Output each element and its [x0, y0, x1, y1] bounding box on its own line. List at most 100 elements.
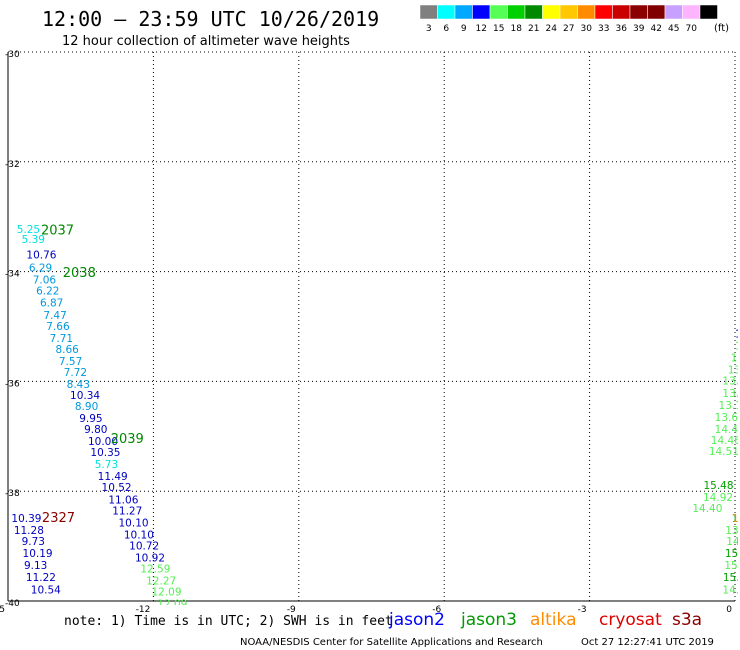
- satellite-legend-item: jason3: [460, 610, 517, 630]
- chart-title: 12:00 – 23:59 UTC 10/26/2019: [42, 7, 379, 31]
- y-tick-label: -38: [5, 489, 20, 499]
- x-tick-label: 0: [726, 605, 732, 615]
- swh-value-label: 8.90: [75, 401, 98, 413]
- x-tick-label: -12: [136, 605, 151, 615]
- swh-value-label: 6.29: [29, 263, 52, 275]
- scale-tick-label: 42: [651, 24, 662, 34]
- scale-tick-label: 33: [598, 24, 609, 34]
- scale-tick-label: 15: [493, 24, 504, 34]
- swh-value-label: 9.73: [22, 536, 45, 548]
- scale-tick-label: 3: [426, 24, 432, 34]
- swh-value-label: 10.92: [135, 552, 165, 564]
- swh-value-label: 10.72: [129, 540, 159, 552]
- scale-swatch: [647, 4, 666, 20]
- swh-value-label: 10.00: [88, 436, 118, 448]
- swh-value-label: 9.80: [84, 424, 107, 436]
- color-scale-legend: 3 6 9 12 15 18 21 24 27 30 33 36 39 42 45 70: [419, 4, 718, 34]
- swh-value-label-clipped: 12: [731, 353, 740, 365]
- swh-value-label: 11.27: [112, 505, 142, 517]
- swh-value-label: 12.09: [151, 587, 181, 599]
- swh-value-label: 12.59: [140, 563, 170, 575]
- swh-value-label: 10.10: [124, 529, 154, 541]
- swh-value-label: 9.95: [79, 413, 102, 425]
- swh-value-label: 10.19: [23, 548, 53, 560]
- swh-value-label: 10.10: [119, 517, 149, 529]
- scale-tick-label: 24: [546, 24, 558, 34]
- swh-value-label: 11.06: [108, 494, 138, 506]
- y-tick-label: -36: [5, 379, 20, 389]
- scale-swatch: [577, 4, 596, 20]
- swh-value-label: 13.85: [725, 525, 740, 537]
- pass-time-label: 2037: [41, 223, 74, 238]
- scale-tick-label: 21: [528, 24, 539, 34]
- x-tick-label: -9: [287, 605, 296, 615]
- swh-value-label: 7.47: [43, 310, 66, 322]
- scale-tick-label: 36: [616, 24, 628, 34]
- swh-value-label: 7.06: [33, 275, 57, 287]
- swh-value-label: 10.39: [11, 513, 41, 525]
- swh-value-label: 8.66: [55, 344, 79, 356]
- swh-value-label-clipped: 1: [735, 341, 740, 353]
- swh-value-label: 6.87: [40, 298, 63, 310]
- swh-value-label: 15.48: [703, 480, 733, 492]
- swh-value-label-clipped: 17: [732, 513, 740, 525]
- scale-swatch: [437, 4, 456, 20]
- swh-value-label: 14.39: [726, 536, 740, 548]
- scale-swatch: [682, 4, 701, 20]
- swh-value-label-clipped: 13.68: [715, 412, 740, 424]
- x-tick-label: -15: [0, 605, 5, 615]
- scale-tick-label: 27: [563, 24, 574, 34]
- pass-time-label: 2327: [42, 511, 75, 526]
- swh-value-label: 14.40: [692, 503, 722, 515]
- scale-tick-label: 12: [476, 24, 487, 34]
- data-labels: 5.255.3910.766.297.066.226.877.477.667.7…: [11, 223, 740, 605]
- swh-value-label: 9.13: [24, 560, 47, 572]
- swh-value-label: 7.71: [50, 333, 73, 345]
- swh-value-label: 15.04: [732, 513, 740, 525]
- swh-value-label: 11.22: [26, 572, 56, 584]
- swh-value-label: 6.22: [36, 286, 59, 298]
- x-tick-label: -3: [578, 605, 587, 615]
- swh-value-label: 15.18: [723, 572, 740, 584]
- satellite-legend-item: jason2: [388, 610, 445, 630]
- swh-value-label-clipped: 14.51: [709, 446, 739, 458]
- swh-value-label: 8.43: [67, 379, 90, 391]
- scale-swatch: [699, 4, 718, 20]
- y-tick-label: -34: [5, 270, 20, 280]
- satellite-legend-item: cryosat: [599, 610, 662, 630]
- swh-value-label-clipped: 13.: [722, 376, 739, 388]
- scale-swatch: [472, 4, 491, 20]
- swh-value-label: 15.31: [725, 548, 740, 560]
- scale-swatch: [612, 4, 631, 20]
- scale-tick-label: 45: [668, 24, 679, 34]
- swh-value-label-clipped: 13.0: [722, 388, 740, 400]
- footer-timestamp: Oct 27 12:27:41 UTC 2019: [581, 637, 714, 648]
- swh-value-label-clipped: 13: [728, 365, 740, 377]
- swh-value-label: 7.72: [64, 367, 87, 379]
- swh-value-label: 12.27: [146, 576, 176, 588]
- chart-subtitle: 12 hour collection of altimeter wave hei…: [62, 34, 350, 49]
- scale-swatch: [664, 4, 683, 20]
- swh-value-label: 14.92: [703, 492, 733, 504]
- scale-swatch: [629, 4, 648, 20]
- scale-tick-label: 9: [461, 24, 467, 34]
- swh-value-label-clipped: 14.46: [711, 435, 740, 447]
- swh-value-label: 10.52: [102, 482, 132, 494]
- scale-swatch: [489, 4, 508, 20]
- legend-note: note: 1) Time is in UTC; 2) SWH is in fe…: [64, 614, 393, 629]
- satellite-legend-item: altika: [530, 610, 577, 630]
- scale-tick-label: 30: [581, 24, 593, 34]
- swh-value-label-clipped: 13.16: [719, 400, 740, 412]
- scale-tick-label: 18: [511, 24, 523, 34]
- y-tick-label: -32: [5, 160, 20, 170]
- swh-value-label: 10.35: [90, 447, 120, 459]
- swh-value-label: 10.54: [31, 584, 61, 596]
- scale-swatch: [507, 4, 526, 20]
- color-scale-unit: (ft): [714, 23, 729, 34]
- swh-value-label: 14.87: [722, 584, 740, 596]
- swh-value-label: 10.34: [70, 390, 100, 402]
- scale-tick-label: 70: [686, 24, 698, 34]
- y-tick-label: -30: [5, 50, 20, 60]
- swh-value-label: 7.57: [59, 356, 82, 368]
